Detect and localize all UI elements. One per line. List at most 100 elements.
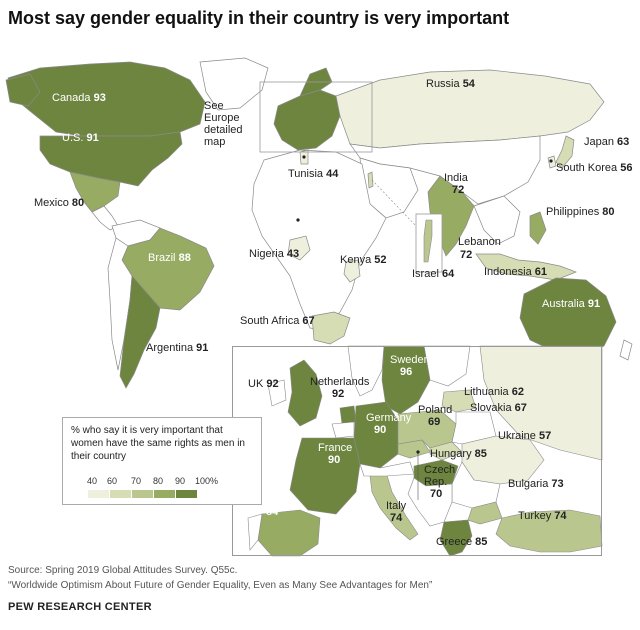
nigeria-shape <box>287 235 311 261</box>
inset-greece-shape <box>439 519 473 557</box>
inset-sweden-shape <box>381 345 431 415</box>
inset-romania-shape <box>451 461 501 509</box>
legend-tick: 100% <box>195 476 219 486</box>
legend-color-bar <box>87 490 197 498</box>
new-zealand-shape <box>619 339 633 361</box>
label-canada: Canada 93 <box>52 92 106 104</box>
legend-swatch <box>175 490 197 498</box>
legend-title: % who say it is very important that wome… <box>71 425 245 462</box>
world-map <box>5 57 633 557</box>
page-title: Most say gender equality in their countr… <box>8 8 510 28</box>
inset-italy-shape <box>369 471 419 541</box>
label-lebanon-value: 72 <box>460 249 473 261</box>
indonesia-shape <box>475 253 577 281</box>
label-russia: Russia 54 <box>426 78 475 90</box>
us-shape <box>39 131 183 187</box>
philippines-shape <box>529 211 547 245</box>
label-spain-value: 84 <box>266 506 279 518</box>
japan-shape <box>555 135 575 169</box>
inset-spain-shape <box>257 509 321 557</box>
label-netherlands-value: 92 <box>332 388 345 400</box>
label-turkey: Turkey 74 <box>518 510 567 522</box>
label-india: India <box>444 172 468 184</box>
label-nigeria: Nigeria 43 <box>249 248 300 260</box>
greenland-shape <box>199 57 269 111</box>
legend: % who say it is very important that wome… <box>62 417 262 505</box>
kenya-shape <box>343 259 361 283</box>
label-uk: UK 92 <box>248 378 279 390</box>
levant-leader-line <box>371 179 417 227</box>
legend-tick: 70 <box>131 476 142 486</box>
label-tunisia: Tunisia 44 <box>288 168 339 180</box>
brand-logo: PEW RESEARCH CENTER <box>8 601 152 613</box>
label-bulgaria: Bulgaria 73 <box>508 478 564 490</box>
label-france-value: 90 <box>328 454 341 466</box>
europe-inset-map <box>232 345 603 557</box>
label-argentina: Argentina 91 <box>146 342 209 354</box>
label-italy-value: 74 <box>390 512 403 524</box>
argentina-shape <box>119 275 161 389</box>
legend-ticks: 40 60 70 80 90 100% <box>87 476 257 488</box>
label-slovakia: Slovakia 67 <box>470 402 527 414</box>
label-us: U.S. 91 <box>62 132 99 144</box>
australia-shape <box>519 277 617 357</box>
europe-small-shape <box>273 89 341 151</box>
label-mexico: Mexico 80 <box>34 197 85 209</box>
inset-turkey-shape <box>495 509 603 553</box>
report-title: “Worldwide Optimism About Future of Gend… <box>8 580 433 591</box>
label-indonesia: Indonesia 61 <box>484 266 548 278</box>
inset-bulgaria-shape <box>467 501 503 525</box>
label-sweden: Sweden <box>390 354 430 366</box>
label-israel: Israel 64 <box>412 268 455 280</box>
label-australia: Australia 91 <box>542 298 601 310</box>
label-kenya: Kenya 52 <box>340 254 387 266</box>
south-africa-shape <box>311 311 351 345</box>
inset-lithuania-shape <box>441 389 477 413</box>
inset-france-shape <box>289 437 361 515</box>
source-note: Source: Spring 2019 Global Attitudes Sur… <box>8 565 238 576</box>
europe-callout-box <box>259 81 373 153</box>
label-czech: Czech Rep. <box>424 464 456 488</box>
legend-tick: 40 <box>87 476 98 486</box>
alaska-shape <box>5 73 41 107</box>
label-lebanon: Lebanon <box>458 236 501 248</box>
label-italy: Italy <box>386 500 407 512</box>
label-south-africa: South Africa 67 <box>240 315 315 327</box>
inset-slovakia-shape <box>429 441 463 461</box>
label-philippines: Philippines 80 <box>546 206 615 218</box>
legend-tick: 90 <box>175 476 186 486</box>
legend-swatch <box>87 490 109 498</box>
label-india-value: 72 <box>452 184 465 196</box>
legend-swatch <box>109 490 131 498</box>
label-brazil: Brazil 88 <box>148 252 191 264</box>
europe-note: See Europe detailed map <box>204 100 243 148</box>
label-sweden-value: 96 <box>400 366 413 378</box>
inset-russia-shape <box>479 345 603 461</box>
canada-shape <box>7 61 206 137</box>
label-lithuania: Lithuania 62 <box>464 386 524 398</box>
legend-tick: 80 <box>153 476 164 486</box>
legend-swatch <box>131 490 153 498</box>
se-asia-shape <box>473 195 521 245</box>
label-hungary: Hungary 85 <box>430 448 487 460</box>
tunisia-dot <box>302 155 306 159</box>
label-ukraine: Ukraine 57 <box>498 430 552 442</box>
label-poland: Poland <box>418 404 453 416</box>
label-czech-value: 70 <box>430 488 443 500</box>
label-netherlands: Netherlands <box>310 376 370 388</box>
israel-shape <box>367 171 374 189</box>
label-france: France <box>318 442 353 454</box>
label-spain: Spain <box>266 494 295 506</box>
label-germany-value: 90 <box>374 424 387 436</box>
south-korea-dot <box>549 159 553 163</box>
label-south-korea: South Korea 56 <box>556 162 633 174</box>
label-poland-value: 69 <box>428 416 441 428</box>
legend-swatch <box>153 490 175 498</box>
label-greece: Greece 85 <box>436 536 488 548</box>
levant-inset-shape <box>423 219 433 263</box>
inset-portugal-shape <box>247 513 263 551</box>
legend-tick: 60 <box>107 476 118 486</box>
label-germany: Germany <box>366 412 412 424</box>
label-japan: Japan 63 <box>584 136 630 148</box>
